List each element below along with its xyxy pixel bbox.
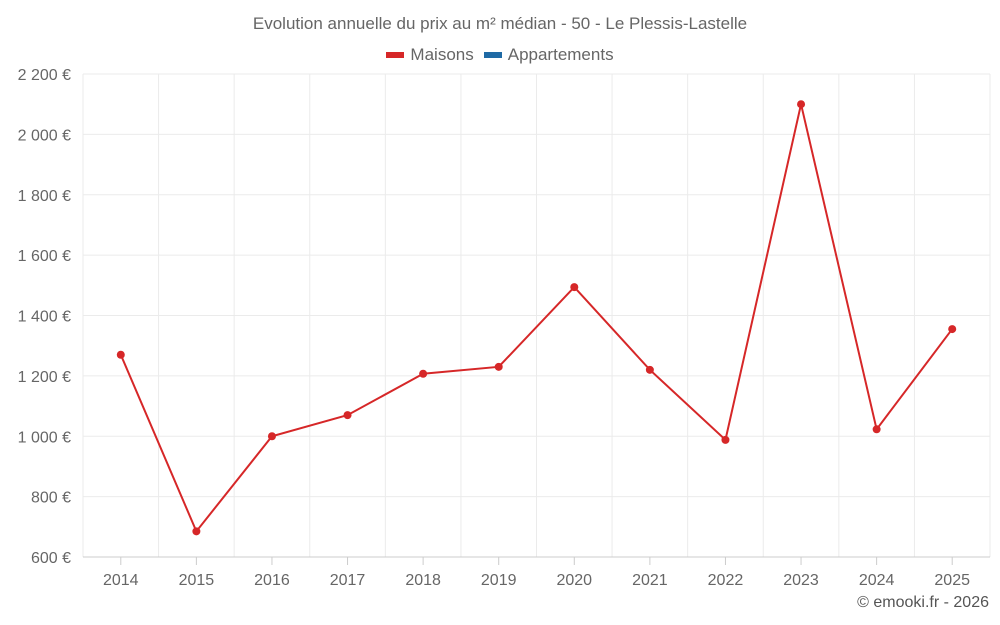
y-tick-label: 600 € [31, 550, 71, 567]
data-point [116, 350, 125, 359]
x-tick-label: 2024 [859, 572, 895, 589]
y-tick-label: 2 000 € [18, 127, 71, 144]
y-tick-label: 1 400 € [18, 309, 71, 326]
legend-label-maisons: Maisons [410, 45, 474, 64]
data-point [721, 435, 730, 444]
data-point [267, 432, 276, 441]
y-tick-label: 1 800 € [18, 188, 71, 205]
x-tick-label: 2014 [103, 572, 139, 589]
data-point [419, 369, 428, 378]
x-tick-label: 2015 [179, 572, 215, 589]
x-tick-label: 2016 [254, 572, 290, 589]
data-point [645, 365, 654, 374]
legend-item-appartements[interactable]: Appartements [483, 45, 614, 65]
credit-text: © emooki.fr - 2026 [857, 594, 989, 611]
data-point [343, 411, 352, 420]
chart-title: Evolution annuelle du prix au m² médian … [252, 14, 748, 33]
x-tick-label: 2023 [783, 572, 819, 589]
y-tick-label: 1 000 € [18, 429, 71, 446]
x-tick-label: 2020 [556, 572, 592, 589]
y-tick-label: 1 600 € [18, 248, 71, 265]
data-point [192, 527, 201, 536]
data-point [494, 362, 503, 371]
x-tick-label: 2019 [481, 572, 517, 589]
x-tick-label: 2022 [708, 572, 744, 589]
y-tick-label: 1 200 € [18, 369, 71, 386]
data-point [872, 425, 881, 434]
x-tick-label: 2018 [405, 572, 441, 589]
data-point [797, 100, 806, 109]
x-tick-label: 2017 [330, 572, 366, 589]
y-tick-label: 800 € [31, 490, 71, 507]
y-tick-label: 2 200 € [18, 67, 71, 84]
legend-swatch-appartements [483, 52, 502, 58]
x-tick-label: 2025 [934, 572, 970, 589]
series-line-maisons [119, 103, 954, 534]
chart-legend: Maisons Appartements [0, 45, 1000, 65]
legend-swatch-maisons [386, 52, 405, 58]
data-point [570, 283, 579, 292]
x-tick-label: 2021 [632, 572, 668, 589]
data-point [948, 325, 957, 334]
legend-item-maisons[interactable]: Maisons [386, 45, 474, 65]
legend-label-appartements: Appartements [507, 45, 614, 64]
